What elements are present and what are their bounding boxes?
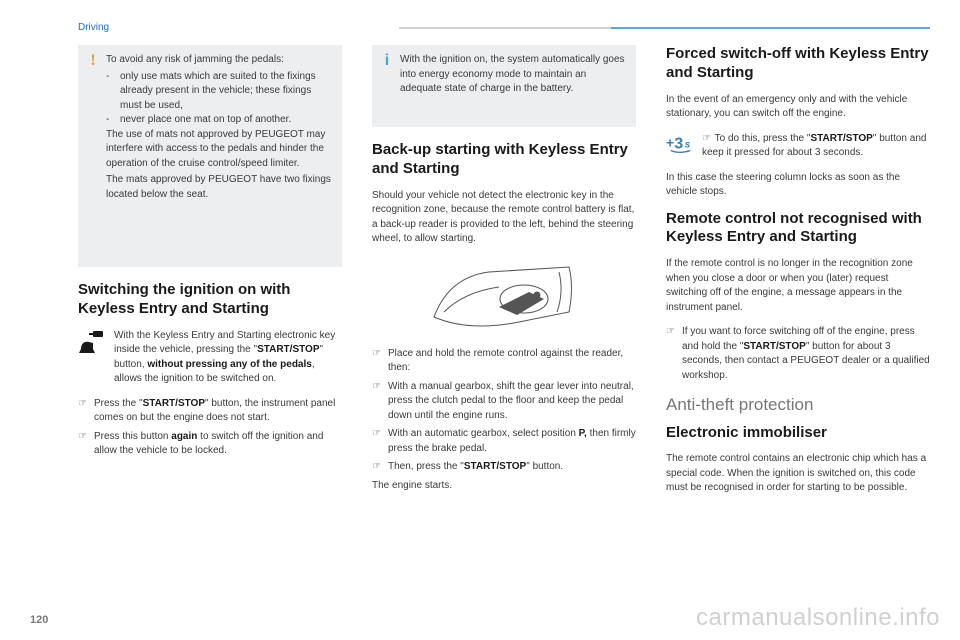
press-3s-icon: + 3 s [666,132,694,161]
heading-backup-starting: Back-up starting with Keyless Entry and … [372,141,636,179]
text: " button. [526,461,563,472]
warning-lead: To avoid any risk of jamming the pedals: [106,53,332,68]
svg-text:+: + [666,134,674,150]
paragraph: In the event of an emergency only and wi… [666,93,930,122]
info-text: With the ignition on, the system automat… [400,53,626,97]
heading-remote-not-recognised: Remote control not recognised with Keyle… [666,210,930,248]
column-3: Forced switch-off with Keyless Entry and… [666,45,930,506]
info-body: With the ignition on, the system automat… [400,53,626,99]
press-3s-paragraph: + 3 s ☞ To do this, press the "START/STO… [666,132,930,161]
warning-bullet: - only use mats which are suited to the … [106,70,332,114]
list-marker: ☞ [372,427,380,456]
text: Press this button [94,431,171,442]
section-label: Driving [78,22,109,33]
press-3s-body: ☞ To do this, press the "START/STOP" but… [702,132,930,161]
list-marker: ☞ [78,430,86,459]
heading-forced-switchoff: Forced switch-off with Keyless Entry and… [666,45,930,83]
list-item: ☞ Press the "START/STOP" button, the ins… [78,397,342,426]
divider-blue [611,27,930,29]
divider-grey [399,27,611,29]
bullet-dash: - [106,70,114,114]
warning-tail: The mats approved by PEUGEOT have two fi… [106,173,332,202]
list-marker: ☞ [372,460,380,475]
list-text: Then, press the "START/STOP" button. [388,460,636,475]
page-header: Driving [78,22,930,33]
bold: START/STOP [810,133,872,144]
list-item: ☞ If you want to force switching off of … [666,325,930,383]
info-icon: i [380,53,394,69]
warning-body: To avoid any risk of jamming the pedals:… [106,53,332,204]
paragraph: In this case the steering column locks a… [666,171,930,200]
paragraph: The engine starts. [372,479,636,494]
list-item: ☞ Press this button again to switch off … [78,430,342,459]
heading-antitheft: Anti-theft protection [666,393,930,418]
text: To do this, press the " [715,133,811,144]
bold: without pressing any of the pedals [147,359,311,370]
svg-text:s: s [685,139,691,150]
backup-reader-illustration [429,257,579,337]
list-text: If you want to force switching off of th… [682,325,930,383]
list-text: Place and hold the remote control agains… [388,347,636,376]
bold: START/STOP [143,398,205,409]
list-marker: ☞ [372,380,380,424]
bullet-text: never place one mat on top of another. [120,113,332,128]
list-marker: ☞ [666,325,674,383]
list-item: ☞ With a manual gearbox, shift the gear … [372,380,636,424]
list-marker: ☞ [702,132,712,147]
key-paragraph-body: With the Keyless Entry and Starting elec… [114,329,342,387]
bold: START/STOP [257,344,319,355]
list-text: Press this button again to switch off th… [94,430,342,459]
list-marker: ☞ [372,347,380,376]
column-2: i With the ignition on, the system autom… [372,45,636,506]
svg-text:3: 3 [674,135,683,152]
key-paragraph: With the Keyless Entry and Starting elec… [78,329,342,387]
bullet-text: only use mats which are suited to the fi… [120,70,332,114]
list-marker: ☞ [78,397,86,426]
page: Driving ! To avoid any risk of jamming t… [0,0,960,506]
list-text: Press the "START/STOP" button, the instr… [94,397,342,426]
warning-box: ! To avoid any risk of jamming the pedal… [78,45,342,267]
list-item: ☞ Then, press the "START/STOP" button. [372,460,636,475]
warning-tail: The use of mats not approved by PEUGEOT … [106,128,332,172]
bold: START/STOP [743,341,805,352]
header-divider [399,27,930,29]
text: Then, press the " [388,461,464,472]
text: Press the " [94,398,143,409]
bullet-dash: - [106,113,114,128]
warning-icon: ! [86,53,100,69]
bold: P, [579,428,587,439]
heading-switching-ignition: Switching the ignition on with Keyless E… [78,281,342,319]
bold: again [171,431,197,442]
watermark: carmanualsonline.info [696,604,940,632]
columns: ! To avoid any risk of jamming the pedal… [78,45,930,506]
paragraph: If the remote control is no longer in th… [666,257,930,315]
list-item: ☞ Place and hold the remote control agai… [372,347,636,376]
page-number: 120 [30,614,48,626]
list-text: With a manual gearbox, shift the gear le… [388,380,636,424]
list-item: ☞ With an automatic gearbox, select posi… [372,427,636,456]
info-box: i With the ignition on, the system autom… [372,45,636,127]
key-hand-icon [78,329,106,387]
bold: START/STOP [464,461,526,472]
heading-immobiliser: Electronic immobiliser [666,424,930,443]
list-text: With an automatic gearbox, select positi… [388,427,636,456]
paragraph: Should your vehicle not detect the elect… [372,189,636,247]
paragraph: The remote control contains an electroni… [666,452,930,496]
text: With an automatic gearbox, select positi… [388,428,579,439]
warning-bullet: - never place one mat on top of another. [106,113,332,128]
column-1: ! To avoid any risk of jamming the pedal… [78,45,342,506]
